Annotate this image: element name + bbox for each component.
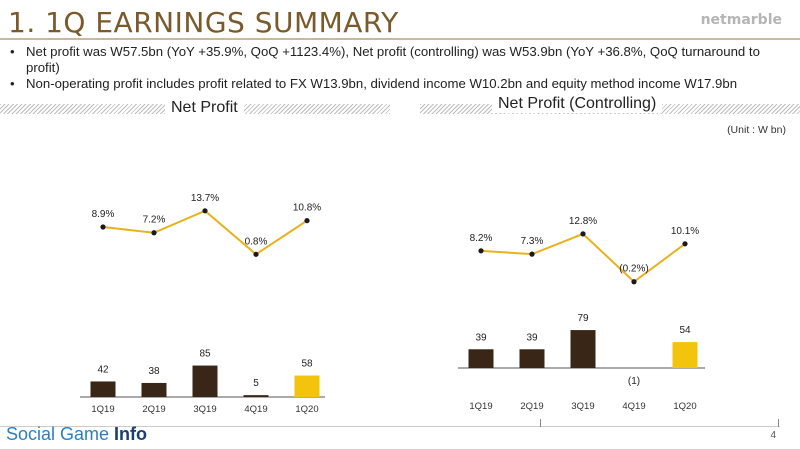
bar-value-label: 39 — [475, 332, 487, 343]
summary-bullets: • Net profit was W57.5bn (YoY +35.9%, Qo… — [10, 44, 790, 92]
bar-value-label: 79 — [577, 313, 589, 324]
margin-line — [102, 209, 308, 256]
margin-label: 0.8% — [245, 236, 268, 247]
footer-divider — [0, 426, 780, 427]
margin-label: 7.2% — [143, 215, 166, 226]
title-divider — [0, 38, 800, 40]
category-tick-label: 2Q19 — [520, 401, 543, 412]
netmarble-logo: netmarble — [700, 12, 782, 28]
bar-value-label: (1) — [628, 376, 640, 387]
bullet-dot-icon: • — [10, 44, 15, 59]
category-tick-label: 4Q19 — [244, 404, 267, 415]
bullet-dot-icon: • — [10, 76, 15, 91]
margin-label: 12.8% — [569, 216, 597, 227]
unit-label: (Unit : W bn) — [727, 124, 786, 136]
page-number: 4 — [770, 430, 776, 441]
watermark-text: Social Game — [6, 424, 115, 444]
margin-point — [529, 251, 535, 257]
margin-label: 13.7% — [191, 193, 219, 204]
margin-label: 10.1% — [671, 226, 699, 237]
category-tick-label: 1Q19 — [469, 401, 492, 412]
bar-value-label: 54 — [679, 325, 691, 336]
bar — [192, 365, 218, 397]
bar — [468, 349, 494, 368]
margin-point — [478, 248, 484, 254]
bullet-item: • Non-operating profit includes profit r… — [10, 76, 790, 92]
bullet-text: Non-operating profit includes profit rel… — [26, 76, 738, 91]
bar-value-label: 42 — [97, 364, 109, 375]
margin-point — [631, 279, 637, 285]
category-tick-label: 2Q19 — [142, 404, 165, 415]
bar-value-label: 85 — [199, 349, 211, 360]
bar — [570, 330, 596, 368]
social-game-info-watermark: Social Game Info — [6, 424, 147, 445]
footer-tick — [540, 419, 541, 427]
bar-value-label: 38 — [148, 366, 160, 377]
margin-label: 8.9% — [92, 209, 115, 220]
bullet-item: • Net profit was W57.5bn (YoY +35.9%, Qo… — [10, 44, 790, 76]
bar-value-label: 39 — [526, 332, 538, 343]
watermark-text-bold: Info — [114, 424, 148, 444]
category-tick-label: 3Q19 — [571, 401, 594, 412]
bullet-text: Net profit was W57.5bn (YoY +35.9%, QoQ … — [26, 44, 760, 75]
category-tick-label: 3Q19 — [193, 404, 216, 415]
bar — [243, 395, 269, 397]
category-tick-label: 4Q19 — [622, 401, 645, 412]
margin-label: 7.3% — [521, 236, 544, 247]
bar-value-label: 5 — [253, 378, 259, 389]
net-profit-controlling-chart-title: Net Profit (Controlling) — [492, 95, 663, 113]
net-profit-chart-title: Net Profit — [165, 99, 244, 117]
margin-point — [580, 231, 586, 237]
margin-point — [253, 251, 259, 257]
bar-value-label: 58 — [301, 359, 313, 370]
margin-point — [304, 218, 310, 224]
margin-line — [480, 232, 686, 284]
bar — [294, 375, 320, 397]
bar — [519, 349, 545, 368]
bar — [90, 381, 116, 397]
slide-title: 1. 1Q EARNINGS SUMMARY — [8, 6, 399, 39]
category-tick-label: 1Q19 — [91, 404, 114, 415]
bar — [141, 382, 167, 397]
margin-label: (0.2%) — [619, 264, 648, 275]
category-tick-label: 1Q20 — [673, 401, 696, 412]
margin-label: 8.2% — [470, 233, 493, 244]
footer-tick — [778, 419, 779, 427]
margin-point — [202, 208, 208, 214]
margin-point — [151, 230, 157, 236]
bar — [672, 342, 698, 368]
margin-point — [682, 241, 688, 247]
margin-label: 10.8% — [293, 203, 321, 214]
category-tick-label: 1Q20 — [295, 404, 318, 415]
margin-point — [100, 224, 106, 230]
